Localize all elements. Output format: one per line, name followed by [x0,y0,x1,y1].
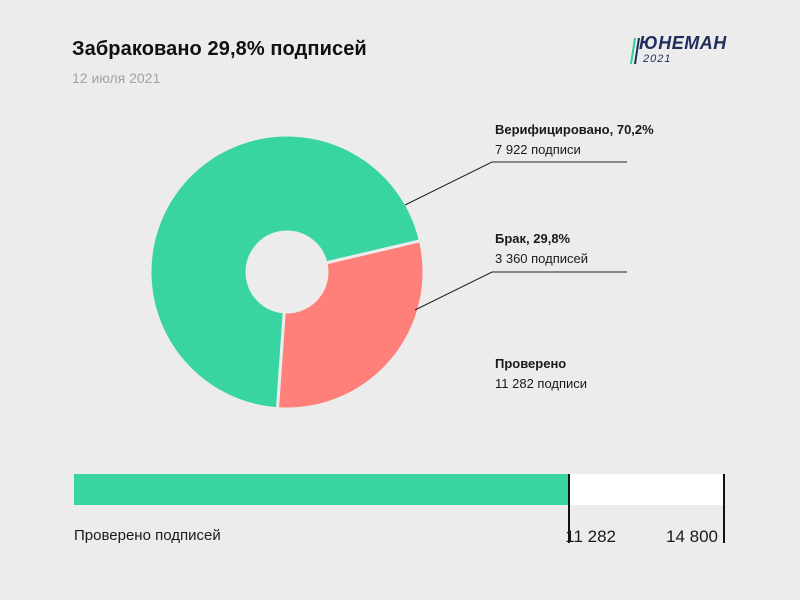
pie-slice-rejected [275,238,426,411]
bar-total-value: 14 800 [666,527,718,546]
checked-label: Проверено 11 282 подписи [495,354,587,394]
verified-label: Верифицировано, 70,2% 7 922 подписи [495,120,654,160]
bar-checked-value: 11 282 [565,527,616,546]
checked-label-title: Проверено [495,356,567,371]
pie-slice-verified [148,133,423,411]
logo-year: 2021 [643,53,672,65]
verified-label-title: Верифицировано, 70,2% [495,122,654,137]
page-date: 12 июля 2021 [72,70,161,86]
progress-bar-fill [74,474,569,505]
rejected-label: Брак, 29,8% 3 360 подписей [495,229,588,269]
verified-label-sub: 7 922 подписи [495,142,581,157]
logo-mark-icon [630,37,640,65]
leader-line-verified [404,161,627,206]
logo-name: ЮНЕМАН [639,33,727,53]
checked-label-sub: 11 282 подписи [495,376,588,391]
leader-line-rejected [414,271,627,311]
bar-caption: Проверено подписей [74,527,221,544]
logo: ЮНЕМАН 2021 [625,33,735,67]
rejected-label-title: Брак, 29,8% [495,231,571,246]
rejected-label-sub: 3 360 подписей [495,251,589,266]
page-title: Забраковано 29,8% подписей [72,38,367,60]
